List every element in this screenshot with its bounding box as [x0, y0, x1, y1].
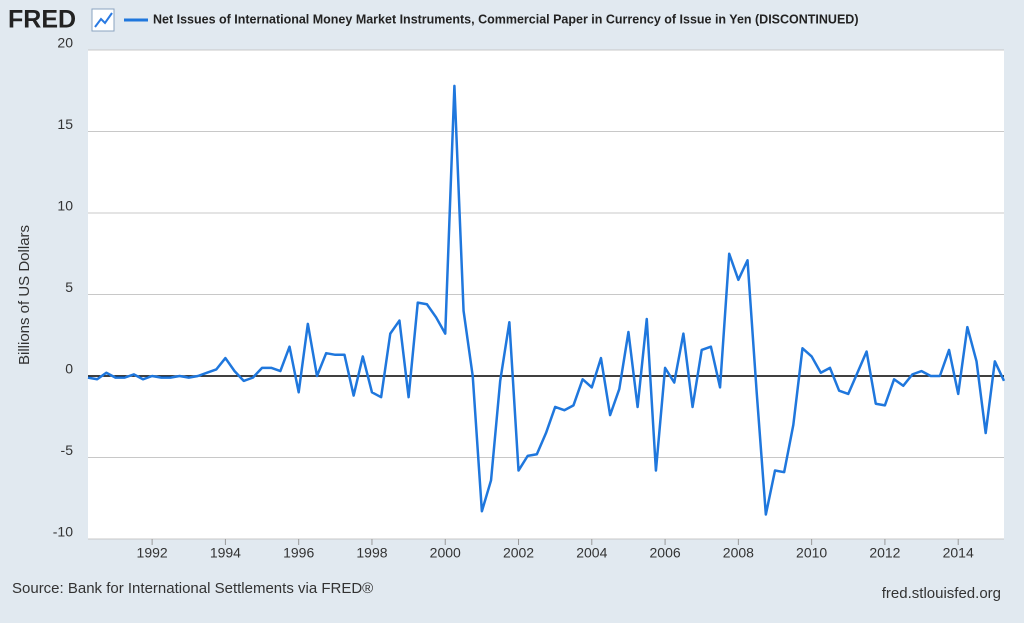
- data-line: [87, 84, 1006, 516]
- link[interactable]: fred.stlouisfed.org: [882, 585, 1001, 602]
- x-tick-label: 2002: [503, 545, 534, 561]
- x-tick-label: 2006: [650, 545, 681, 561]
- logo: FRED: [8, 6, 76, 34]
- x-tick-label: 2010: [796, 545, 827, 561]
- x-tick-label: 2008: [723, 545, 754, 561]
- x-tick-label: 1998: [356, 545, 387, 561]
- x-tick-label: 1994: [210, 545, 241, 561]
- y-axis-label: Billions of US Dollars: [16, 225, 33, 365]
- x-tick-label: 1996: [283, 545, 314, 561]
- x-tick-label: 2004: [576, 545, 607, 561]
- y-tick-label: -10: [53, 524, 73, 540]
- x-tick-label: 2014: [943, 545, 974, 561]
- y-tick-label: 20: [57, 35, 73, 51]
- y-tick-label: 0: [65, 361, 73, 377]
- x-tick-label: 1992: [137, 545, 168, 561]
- legend-label: Net Issues of International Money Market…: [153, 12, 859, 26]
- y-tick-label: 15: [57, 116, 73, 132]
- y-tick-label: 5: [65, 279, 73, 295]
- y-tick-label: -5: [61, 442, 74, 458]
- x-tick-label: 2012: [869, 545, 900, 561]
- x-tick-label: 2000: [430, 545, 461, 561]
- logo-icon: [91, 8, 115, 32]
- source: Source: Bank for International Settlemen…: [12, 580, 373, 597]
- y-tick-label: 10: [57, 198, 73, 214]
